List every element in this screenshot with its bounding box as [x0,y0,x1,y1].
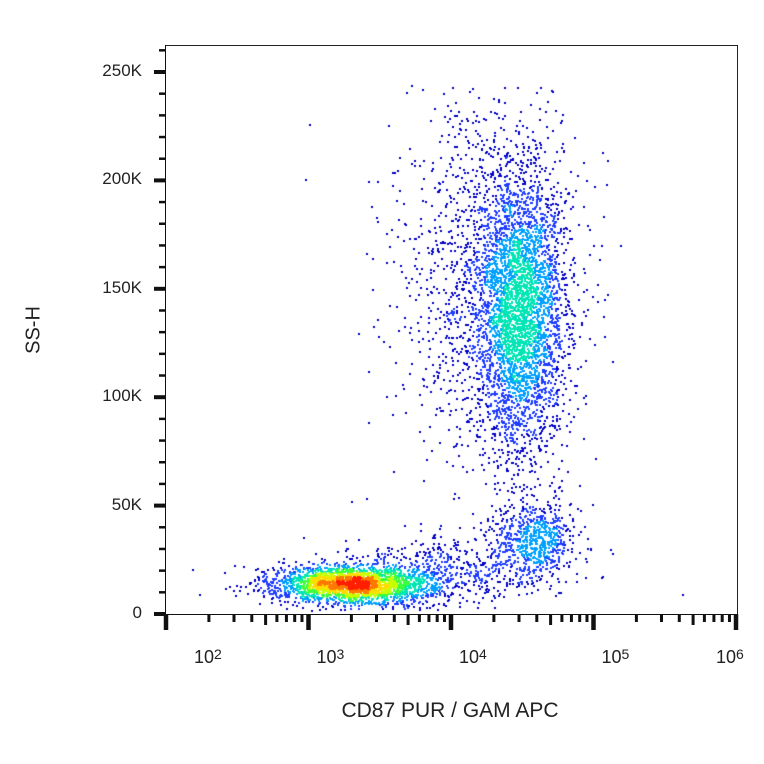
x-tick-label-1e3: 103 [316,646,345,667]
x-tick-label-1e2: 102 [194,646,222,667]
x-tick-label-1e4: 104 [459,646,487,667]
x-tick-label-1e5: 105 [601,646,630,667]
y-tick-label-250k: 250K [102,61,142,80]
y-tick-label-50k: 50K [111,494,142,514]
y-tick-label-100k: 100K [102,386,142,406]
y-tick-label-150k: 150K [102,277,142,297]
x-axis-title: CD87 PUR / GAM APC [341,699,559,722]
y-tick-label-0: 0 [132,603,142,622]
y-axis-title: SS-H [22,306,45,354]
x-tick-label-1e6: 106 [716,646,744,667]
y-tick-label-200k: 200K [102,169,142,189]
